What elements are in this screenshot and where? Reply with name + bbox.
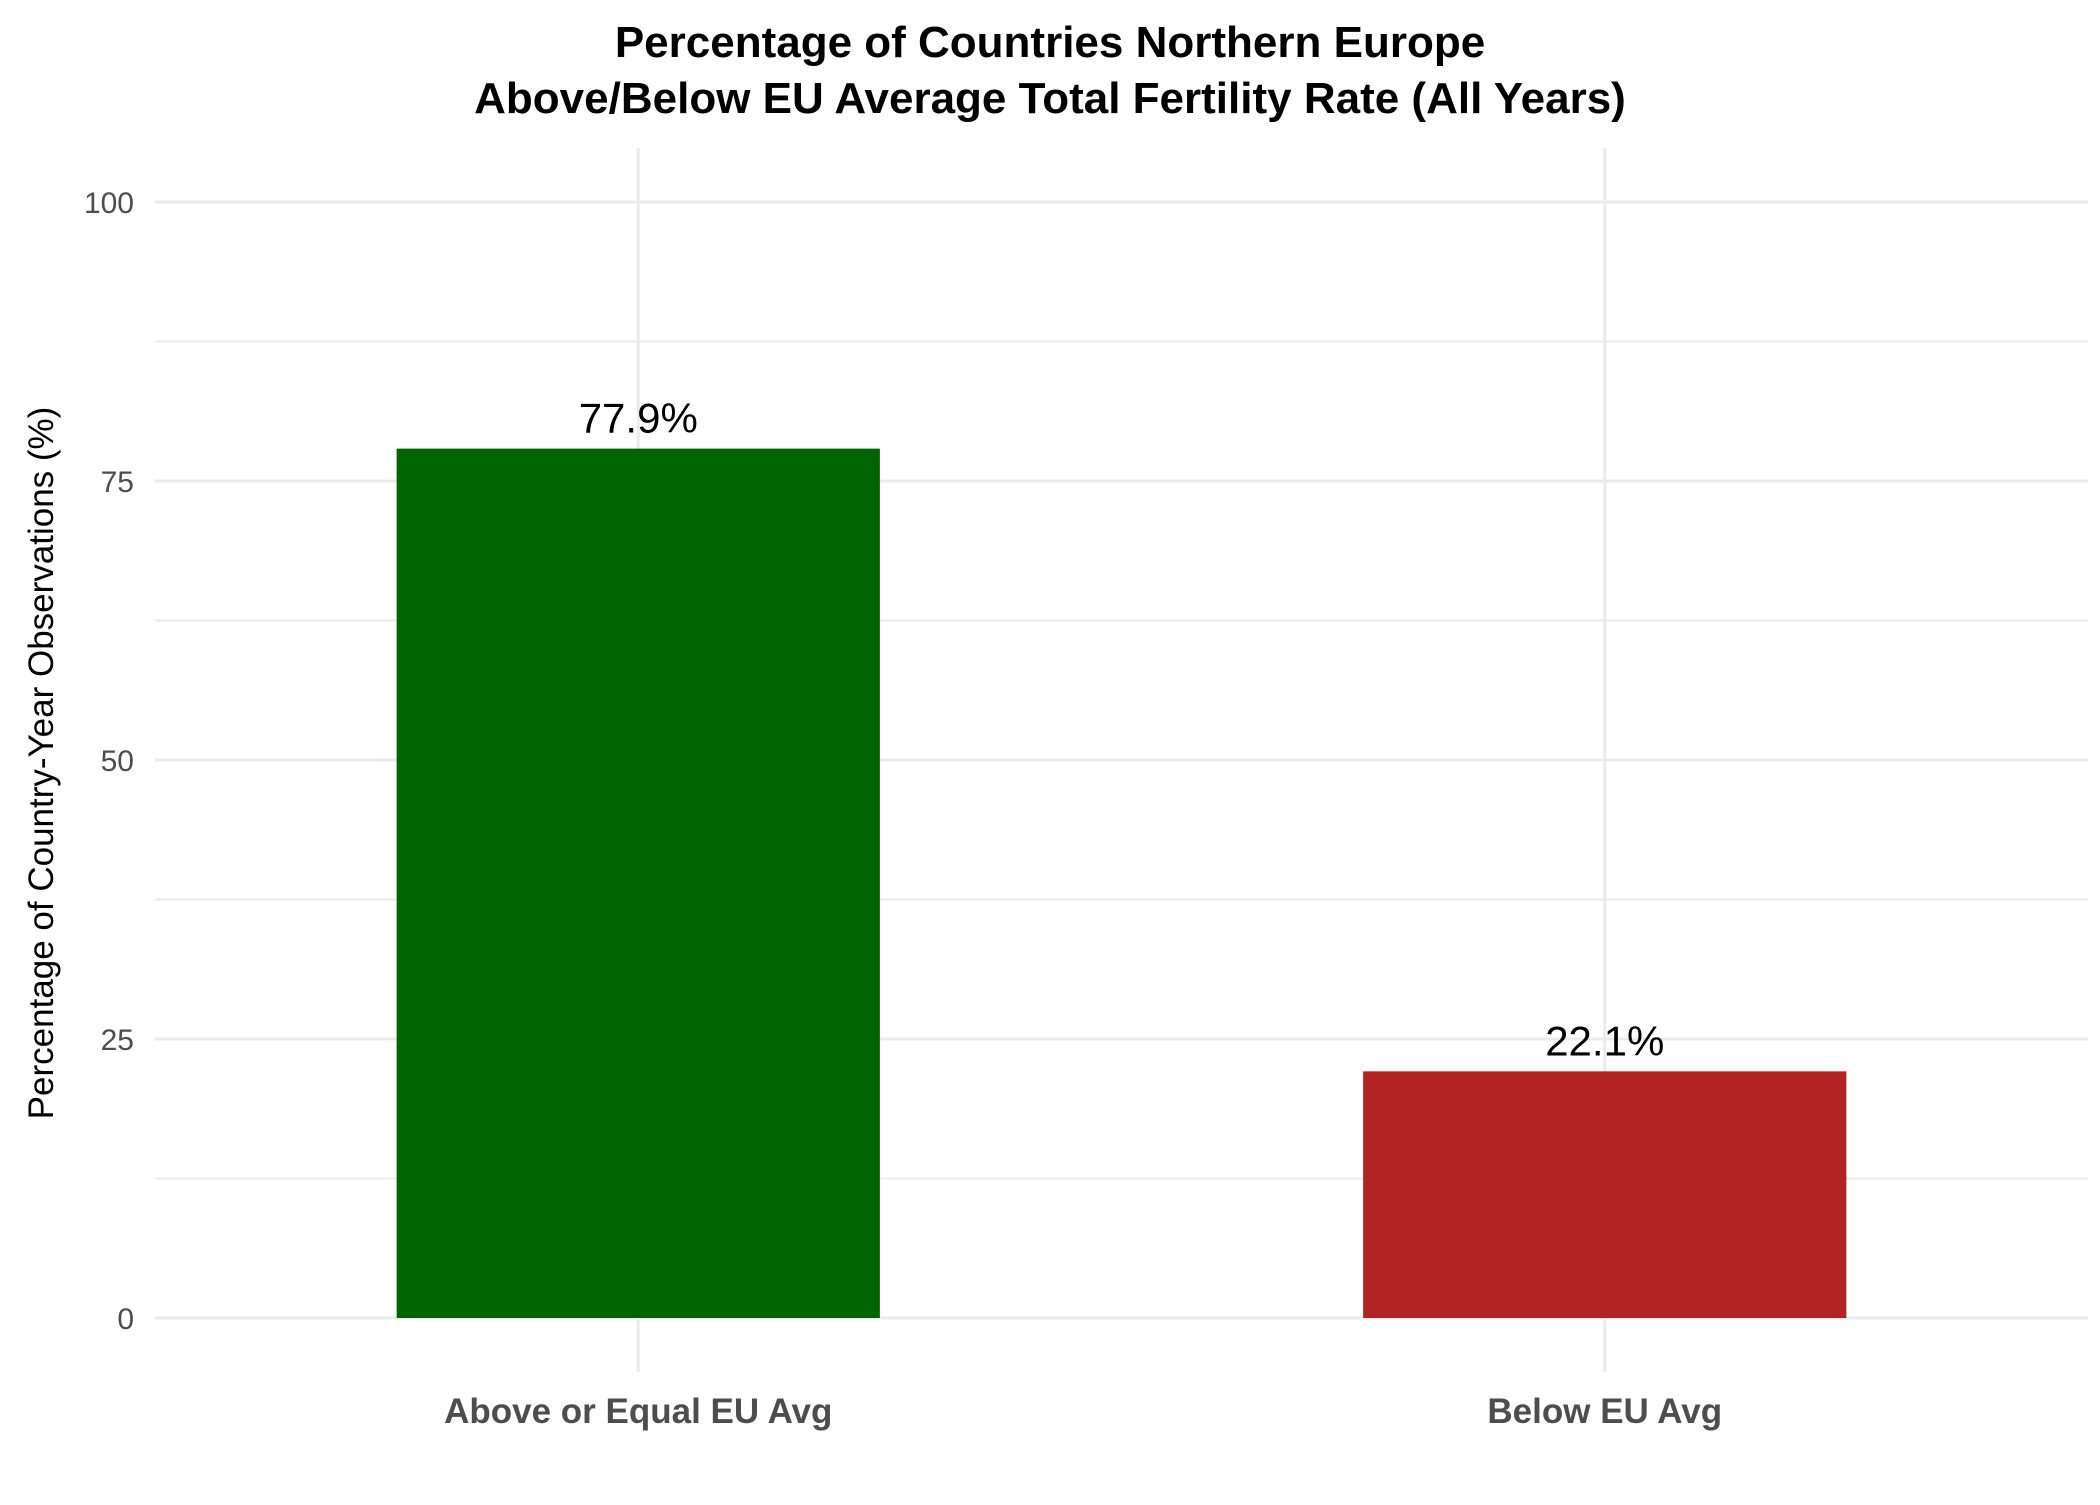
data-labels: 77.9% 22.1% <box>579 395 1665 1065</box>
y-tick-label: 25 <box>101 1024 134 1057</box>
chart-title-line-1: Percentage of Countries Northern Europe <box>615 18 1485 67</box>
x-tick-label: Below EU Avg <box>1487 1392 1722 1431</box>
x-tick-label: Above or Equal EU Avg <box>444 1392 832 1431</box>
y-tick-label: 100 <box>84 187 134 220</box>
chart-title-line-2: Above/Below EU Average Total Fertility R… <box>474 74 1626 123</box>
data-label-1: 77.9% <box>579 395 698 442</box>
x-axis-ticks: Above or Equal EU Avg Below EU Avg <box>444 1392 1722 1431</box>
bar-2 <box>1363 1071 1847 1318</box>
bars <box>396 448 1847 1318</box>
y-tick-label: 75 <box>101 466 134 499</box>
y-tick-label: 50 <box>101 745 134 778</box>
y-tick-label: 0 <box>117 1303 134 1336</box>
y-axis-ticks: 0 25 50 75 100 <box>84 187 134 1336</box>
data-label-2: 22.1% <box>1545 1017 1664 1064</box>
bar-1 <box>396 448 880 1318</box>
y-axis-label: Percentage of Country-Year Observations … <box>22 407 61 1120</box>
